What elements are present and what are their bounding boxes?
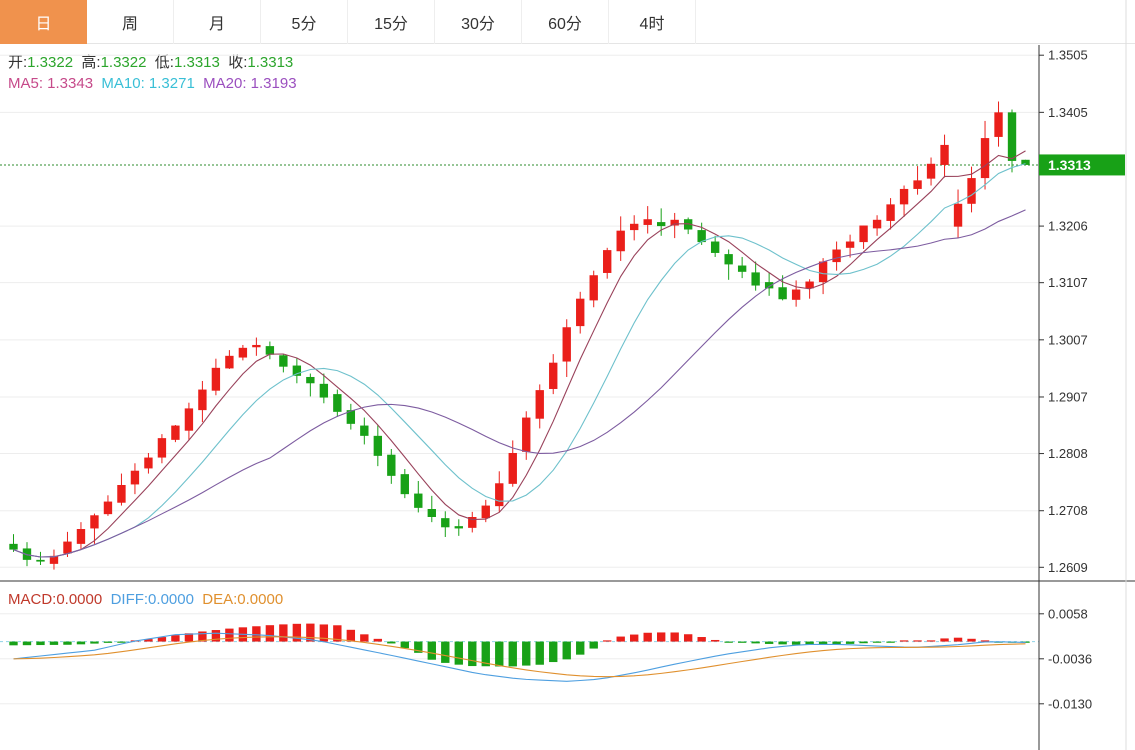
svg-text:0.0058: 0.0058 [1048, 606, 1088, 621]
svg-text:1.3405: 1.3405 [1048, 105, 1088, 120]
svg-text:1.3206: 1.3206 [1048, 219, 1088, 234]
svg-text:1.3107: 1.3107 [1048, 275, 1088, 290]
svg-text:1.3505: 1.3505 [1048, 48, 1088, 63]
svg-text:1.3313: 1.3313 [1048, 157, 1091, 173]
svg-text:1.2609: 1.2609 [1048, 560, 1088, 575]
svg-text:1.2708: 1.2708 [1048, 503, 1088, 518]
svg-text:-0.0130: -0.0130 [1048, 696, 1092, 711]
svg-text:1.3007: 1.3007 [1048, 332, 1088, 347]
svg-text:-0.0036: -0.0036 [1048, 651, 1092, 666]
svg-text:1.2808: 1.2808 [1048, 446, 1088, 461]
svg-text:1.2907: 1.2907 [1048, 389, 1088, 404]
